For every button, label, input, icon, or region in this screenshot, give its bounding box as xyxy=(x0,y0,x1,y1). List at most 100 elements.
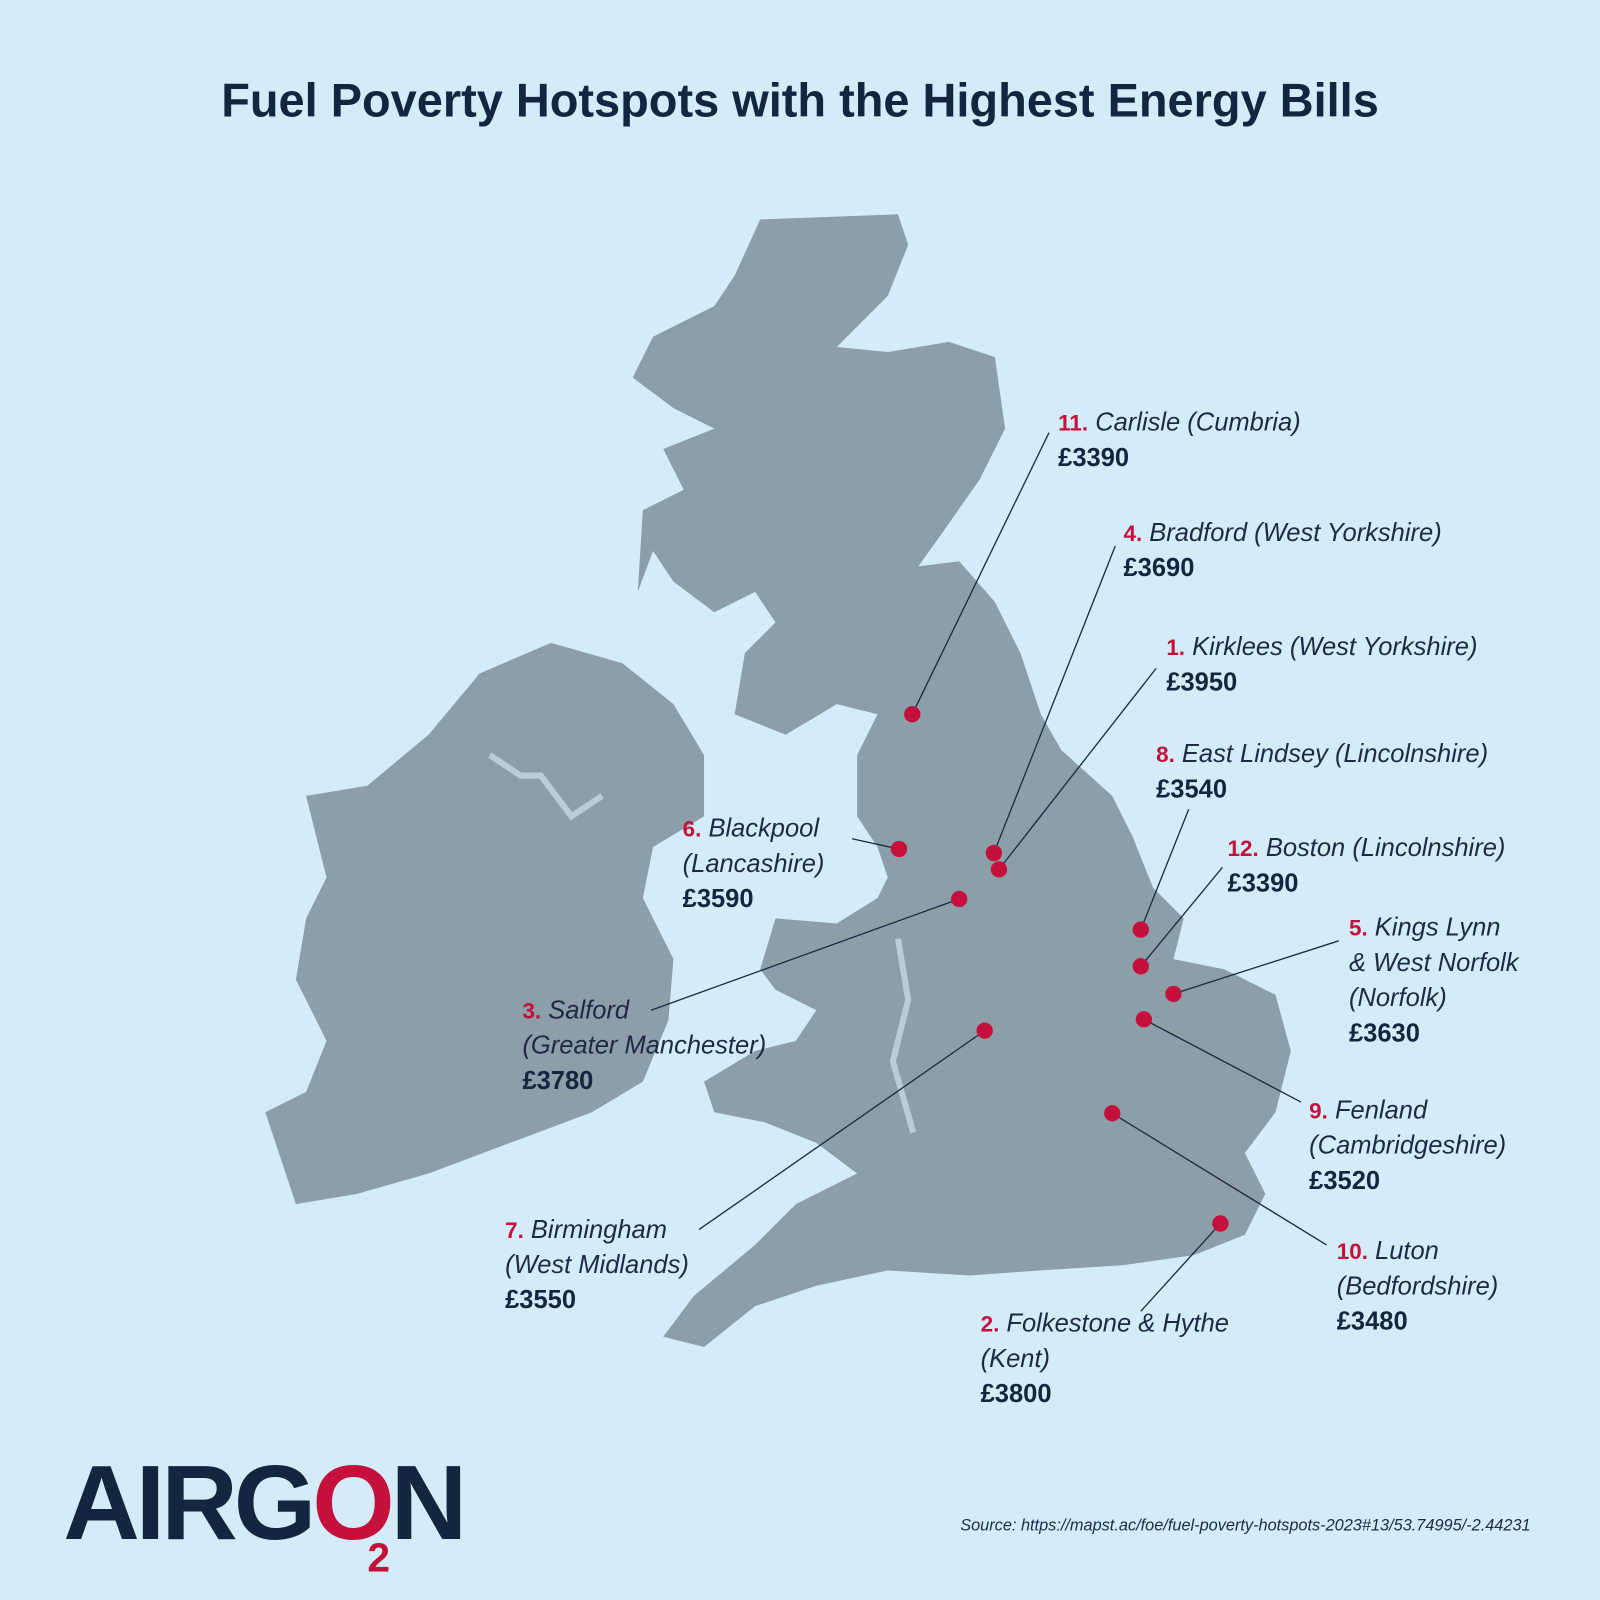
hotspot-bill: £3550 xyxy=(505,1286,576,1314)
hotspot-name: (Bedfordshire) xyxy=(1337,1272,1499,1300)
hotspot-rank: 2. xyxy=(981,1312,1000,1337)
map xyxy=(265,214,1291,1347)
hotspot-label: 9. Fenland xyxy=(1309,1096,1428,1124)
hotspot-name: Kirklees (West Yorkshire) xyxy=(1192,633,1477,661)
hotspot-bill: £3800 xyxy=(981,1380,1052,1408)
leader-line xyxy=(1140,866,1223,967)
hotspot-name: Blackpool xyxy=(708,815,820,843)
hotspot-bill: £3780 xyxy=(522,1067,593,1095)
hotspot-dot xyxy=(985,844,1003,862)
hotspot-label: (Bedfordshire) xyxy=(1337,1272,1499,1300)
source: Source: https://mapst.ac/foe/fuel-povert… xyxy=(960,1517,1530,1535)
hotspot-name: (Lancashire) xyxy=(683,850,825,878)
hotspot-name: Fenland xyxy=(1335,1096,1428,1124)
hotspot-rank: 12. xyxy=(1228,836,1259,861)
hotspot-label: 11. Carlisle (Cumbria) xyxy=(1058,409,1301,437)
hotspot-bill: £3390 xyxy=(1228,869,1299,897)
hotspot-label: (Cambridgeshire) xyxy=(1309,1132,1506,1160)
ireland xyxy=(265,642,705,1205)
hotspot-dot xyxy=(1212,1215,1229,1232)
border xyxy=(889,938,917,1134)
hotspot-name: Luton xyxy=(1375,1237,1439,1265)
logo-subscript: 2 xyxy=(367,1534,390,1580)
hotspots: 1. Kirklees (West Yorkshire) £3950 2. Folk… xyxy=(505,409,1520,1408)
hotspot-label: 12. Boston (Lincolnshire) xyxy=(1228,834,1506,862)
leader-line xyxy=(911,432,1050,715)
leader-line xyxy=(993,545,1116,854)
hotspot-dot xyxy=(1165,985,1182,1003)
hotspot-name: Carlisle (Cumbria) xyxy=(1095,409,1300,437)
hotspot-dot xyxy=(976,1022,993,1039)
hotspot-label: 1. Kirklees (West Yorkshire) xyxy=(1166,633,1477,661)
hotspot-label: 2. Folkestone & Hythe xyxy=(981,1310,1229,1338)
hotspot-dot xyxy=(1104,1105,1121,1122)
hotspot-label: (West Midlands) xyxy=(505,1251,689,1279)
leader-line xyxy=(1140,1223,1221,1312)
hotspot-bill: £3540 xyxy=(1156,775,1227,803)
hotspot-name: Folkestone & Hythe xyxy=(1006,1310,1229,1338)
leader-line xyxy=(698,1030,986,1231)
hotspot-bill: £3950 xyxy=(1166,668,1237,696)
hotspot-name: & West Norfolk xyxy=(1349,949,1520,977)
hotspot-rank: 11. xyxy=(1058,411,1088,436)
leader-line xyxy=(998,667,1157,870)
hotspot-label: 6. Blackpool xyxy=(683,815,821,843)
hotspot-name: Birmingham xyxy=(531,1216,667,1244)
hotspot-name: (West Midlands) xyxy=(505,1251,689,1279)
hotspot-rank: 9. xyxy=(1309,1098,1328,1123)
hotspot-label: (Norfolk) xyxy=(1349,984,1447,1012)
hotspot-dot xyxy=(904,706,921,723)
hotspot-dot xyxy=(890,840,908,858)
hotspot-rank: 10. xyxy=(1337,1239,1368,1264)
hotspot-dot xyxy=(990,861,1008,878)
hotspot-dot xyxy=(1132,921,1149,938)
hotspot-label: 7. Birmingham xyxy=(505,1216,667,1244)
hotspot-name: (Cambridgeshire) xyxy=(1309,1132,1506,1160)
hotspot-dot xyxy=(951,890,968,908)
logo-text: N xyxy=(391,1444,464,1562)
hotspot-name: Salford xyxy=(548,996,630,1024)
leader-line xyxy=(1143,1018,1302,1103)
leader-line xyxy=(650,898,960,1011)
hotspot-name: Bradford (West Yorkshire) xyxy=(1149,519,1441,547)
hotspot-label: & West Norfolk xyxy=(1349,949,1520,977)
hotspot-label: (Kent) xyxy=(981,1345,1050,1373)
hotspot-name: (Norfolk) xyxy=(1349,984,1447,1012)
hotspot-name: Kings Lynn xyxy=(1375,914,1501,942)
hotspot-label: 10. Luton xyxy=(1337,1237,1439,1265)
hotspot-bill: £3480 xyxy=(1337,1308,1408,1336)
hotspot-rank: 1. xyxy=(1166,635,1185,660)
hotspot-bill: £3390 xyxy=(1058,444,1129,472)
hotspot-rank: 8. xyxy=(1156,742,1175,767)
hotspot-name: East Lindsey (Lincolnshire) xyxy=(1182,740,1488,768)
hotspot-rank: 3. xyxy=(522,998,541,1023)
hotspot-name: (Greater Manchester) xyxy=(522,1032,766,1060)
hotspot-label: 5. Kings Lynn xyxy=(1349,914,1501,942)
hotspot-bill: £3690 xyxy=(1123,554,1194,582)
logo: AIRGON xyxy=(63,1444,463,1562)
hotspot-rank: 4. xyxy=(1123,521,1142,546)
leader-line xyxy=(1140,808,1190,930)
border xyxy=(488,752,604,821)
hotspot-bill: £3520 xyxy=(1309,1167,1380,1195)
leader-line xyxy=(1111,1112,1327,1246)
logo-text: AIRG xyxy=(63,1444,312,1562)
hotspot-name: (Kent) xyxy=(981,1345,1050,1373)
leader-line xyxy=(1173,940,1339,995)
title: Fuel Poverty Hotspots with the Highest E… xyxy=(221,74,1379,126)
hotspot-label: 8. East Lindsey (Lincolnshire) xyxy=(1156,740,1488,768)
hotspot-name: Boston (Lincolnshire) xyxy=(1266,834,1506,862)
hotspot-rank: 5. xyxy=(1349,916,1368,941)
hotspot-rank: 7. xyxy=(505,1218,524,1243)
hotspot-dot xyxy=(1132,958,1149,975)
hotspot-label: 3. Salford xyxy=(522,996,629,1024)
hotspot-dot xyxy=(1135,1011,1153,1028)
hotspot-label: (Lancashire) xyxy=(683,850,825,878)
hotspot-bill: £3590 xyxy=(683,885,754,913)
great-britain xyxy=(632,214,1291,1347)
hotspot-label: (Greater Manchester) xyxy=(522,1032,766,1060)
logo-text: O xyxy=(312,1444,391,1562)
hotspot-bill: £3630 xyxy=(1349,1019,1420,1047)
